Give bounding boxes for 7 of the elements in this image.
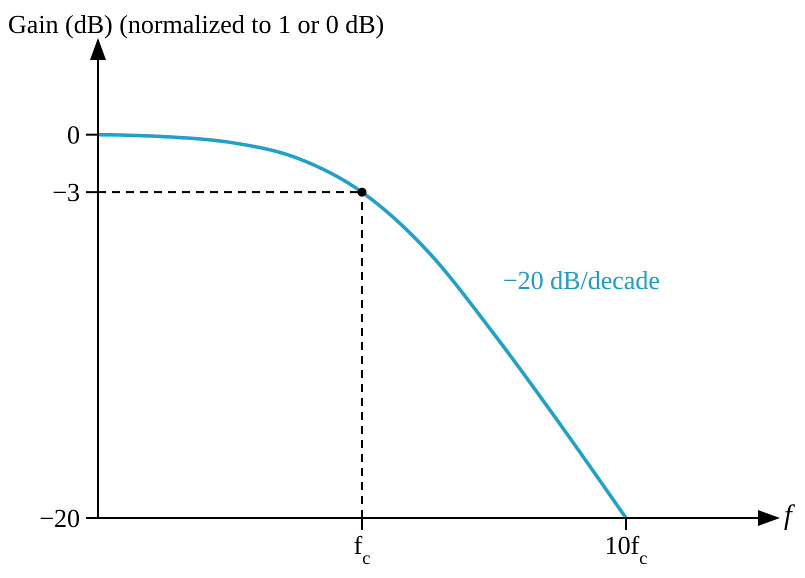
- x-tick-label: 10f$_{c}$: [604, 531, 648, 568]
- y-tick-label: −3: [52, 178, 80, 208]
- annotation: −20 dB/decade: [503, 266, 660, 296]
- y-tick-label: −20: [39, 504, 80, 533]
- y-axis-title: Gain (dB) (normalized to 1 or 0 dB): [8, 10, 384, 40]
- y-tick-label: 0: [67, 120, 80, 150]
- x-tick-label: f$_{c}$: [354, 531, 370, 568]
